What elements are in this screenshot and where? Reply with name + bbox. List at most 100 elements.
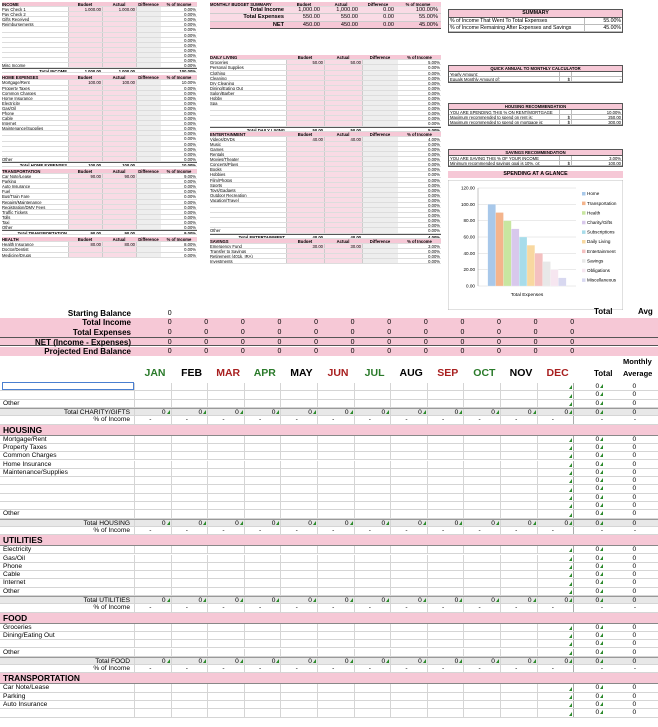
health-row-value[interactable]: 80.00 — [102, 242, 136, 247]
month-cell[interactable] — [426, 391, 464, 399]
month-cell[interactable] — [316, 579, 354, 587]
home-expenses-row-value[interactable] — [68, 90, 102, 95]
month-cell[interactable] — [243, 709, 281, 717]
month-cell[interactable] — [134, 468, 171, 477]
savings-row-value[interactable]: 30.00 — [286, 243, 324, 248]
month-cell[interactable] — [536, 684, 574, 692]
quick-calculator-cell[interactable]: - — [571, 77, 622, 82]
month-cell[interactable] — [134, 692, 171, 700]
month-cell[interactable] — [207, 452, 244, 460]
month-cell[interactable] — [316, 468, 354, 477]
home-expenses-row-value[interactable] — [68, 110, 102, 116]
income-row-value[interactable] — [68, 12, 102, 17]
income-row-value[interactable] — [102, 12, 136, 17]
month-cell[interactable] — [243, 493, 281, 501]
income-row-value[interactable] — [102, 47, 136, 52]
month-cell[interactable] — [426, 631, 464, 640]
entertainment-row-value[interactable] — [286, 223, 324, 228]
savings-row-value[interactable] — [324, 259, 362, 264]
month-cell[interactable] — [463, 399, 500, 407]
month-cell[interactable] — [243, 477, 281, 485]
month-cell[interactable] — [134, 579, 171, 587]
month-cell[interactable] — [316, 510, 354, 518]
income-row-value[interactable] — [102, 42, 136, 47]
month-cell[interactable] — [353, 684, 391, 692]
month-cell[interactable] — [390, 562, 427, 571]
month-cell[interactable] — [353, 443, 391, 452]
month-cell[interactable] — [463, 443, 500, 452]
month-cell[interactable] — [134, 640, 171, 648]
month-cell[interactable] — [426, 485, 464, 493]
month-cell[interactable] — [499, 460, 537, 468]
savings-row-value[interactable] — [286, 253, 324, 258]
month-cell[interactable] — [499, 477, 537, 485]
summary-cell[interactable]: 55.00% — [584, 18, 622, 24]
month-cell[interactable] — [170, 648, 208, 656]
transportation-row-value[interactable] — [102, 204, 136, 209]
month-cell[interactable] — [280, 493, 317, 501]
month-cell[interactable] — [207, 571, 244, 579]
summary-cell[interactable]: 45.00% — [584, 25, 622, 31]
month-cell[interactable] — [463, 435, 500, 443]
transportation-row-value[interactable] — [68, 184, 102, 189]
month-cell[interactable] — [134, 399, 171, 407]
transportation-row-value[interactable] — [68, 209, 102, 214]
month-cell[interactable] — [280, 709, 317, 717]
row-label[interactable]: Electricity — [3, 546, 32, 554]
month-cell[interactable] — [536, 399, 574, 407]
month-cell[interactable] — [499, 468, 537, 477]
month-cell[interactable] — [463, 452, 500, 460]
month-cell[interactable] — [463, 631, 500, 640]
month-cell[interactable] — [170, 435, 208, 443]
home-expenses-row-value[interactable]: 100.00 — [102, 80, 136, 85]
entertainment-row-value[interactable] — [324, 213, 362, 218]
income-row-value[interactable] — [102, 22, 136, 27]
month-cell[interactable] — [499, 493, 537, 501]
month-cell[interactable] — [243, 383, 281, 391]
savings-row-value[interactable] — [324, 248, 362, 253]
month-cell[interactable] — [170, 631, 208, 640]
month-cell[interactable] — [134, 684, 171, 692]
month-cell[interactable] — [170, 623, 208, 631]
month-cell[interactable] — [243, 546, 281, 554]
month-cell[interactable] — [463, 692, 500, 700]
savings-recommendation-cell[interactable]: 100.00 — [571, 161, 622, 166]
row-label[interactable] — [0, 502, 134, 509]
month-cell[interactable] — [463, 648, 500, 656]
month-cell[interactable] — [353, 383, 391, 391]
month-cell[interactable] — [134, 391, 171, 399]
health-row-value[interactable]: 80.00 — [68, 242, 102, 247]
month-cell[interactable] — [499, 640, 537, 648]
month-cell[interactable] — [499, 692, 537, 700]
income-row-value[interactable] — [102, 32, 136, 37]
month-cell[interactable] — [463, 391, 500, 399]
month-cell[interactable] — [536, 435, 574, 443]
month-cell[interactable] — [207, 391, 244, 399]
entertainment-row-value[interactable] — [286, 228, 324, 233]
month-cell[interactable] — [134, 631, 171, 640]
month-cell[interactable] — [390, 391, 427, 399]
month-cell[interactable] — [280, 571, 317, 579]
month-cell[interactable] — [426, 709, 464, 717]
month-cell[interactable] — [353, 554, 391, 562]
month-cell[interactable] — [207, 623, 244, 631]
home-expenses-row-value[interactable] — [102, 131, 136, 136]
month-cell[interactable] — [463, 701, 500, 709]
month-cell[interactable] — [499, 443, 537, 452]
month-cell[interactable] — [426, 435, 464, 443]
month-cell[interactable] — [280, 648, 317, 656]
month-cell[interactable] — [316, 399, 354, 407]
month-cell[interactable] — [499, 631, 537, 640]
month-cell[interactable] — [207, 468, 244, 477]
row-label[interactable]: Internet — [3, 579, 26, 587]
daily-living-row-value[interactable]: 50.00 — [286, 60, 324, 65]
month-cell[interactable] — [170, 468, 208, 477]
row-label[interactable] — [0, 709, 134, 716]
month-cell[interactable] — [207, 701, 244, 709]
month-cell[interactable] — [390, 399, 427, 407]
transportation-row-value[interactable]: 90.00 — [68, 174, 102, 179]
row-label[interactable] — [0, 640, 134, 647]
transportation-row-value[interactable] — [68, 204, 102, 209]
month-cell[interactable] — [426, 477, 464, 485]
month-cell[interactable] — [499, 391, 537, 399]
